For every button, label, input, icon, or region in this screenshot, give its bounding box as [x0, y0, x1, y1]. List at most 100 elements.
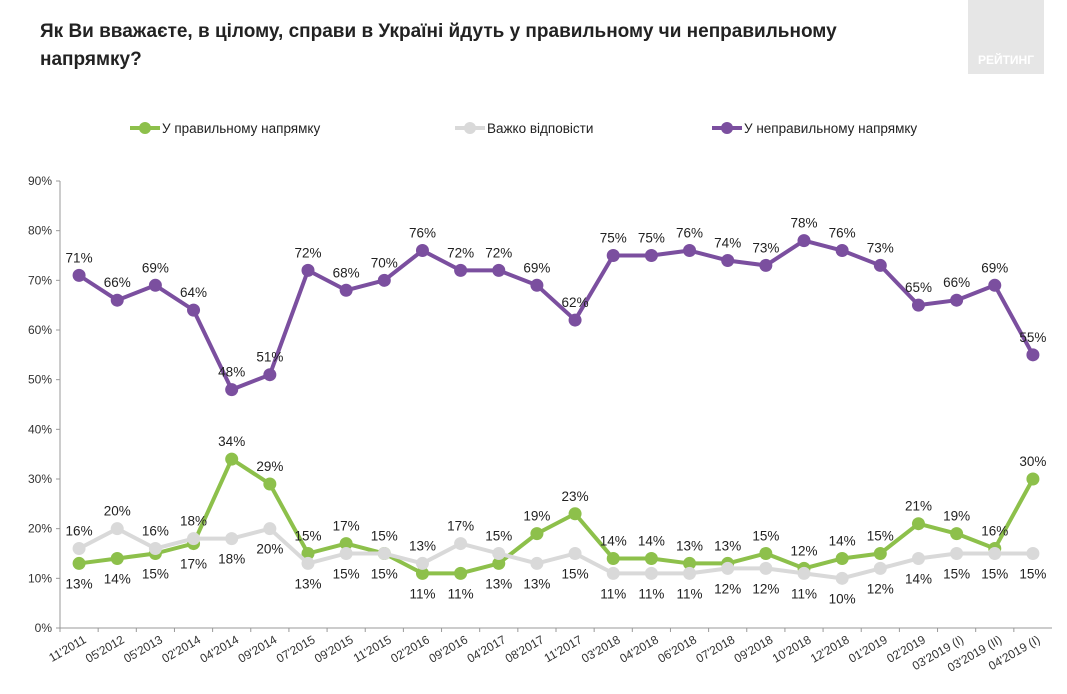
x-tick-label: 07'2015 — [274, 632, 318, 665]
data-point — [683, 566, 697, 580]
data-label: 66% — [104, 275, 131, 290]
data-point — [911, 517, 925, 531]
x-tick-label: 10'2018 — [770, 632, 814, 665]
data-point — [377, 547, 391, 560]
data-point — [873, 258, 887, 272]
data-label: 64% — [180, 285, 207, 300]
data-point — [530, 527, 544, 541]
x-tick-label: 04'2018 — [617, 632, 661, 665]
data-label: 14% — [104, 571, 131, 586]
data-label: 23% — [562, 489, 589, 504]
data-label: 21% — [905, 499, 932, 514]
data-point — [644, 249, 658, 262]
data-label: 20% — [104, 504, 131, 519]
y-tick-label: 60% — [28, 323, 52, 337]
x-tick-label: 02'2016 — [388, 632, 432, 665]
data-label: 15% — [485, 529, 512, 544]
data-point — [225, 532, 239, 546]
x-tick-label: 02'2014 — [159, 632, 203, 665]
data-point — [644, 551, 658, 565]
data-label: 78% — [790, 216, 817, 231]
data-label: 13% — [523, 576, 550, 591]
logo: РЕЙТИНГ — [978, 52, 1034, 67]
x-tick-label: 09'2016 — [426, 632, 470, 665]
data-label: 11% — [791, 586, 817, 601]
data-point — [950, 547, 964, 560]
series — [72, 452, 1040, 580]
x-tick-label: 05'2013 — [121, 632, 165, 665]
data-point — [568, 313, 582, 327]
data-label: 34% — [218, 434, 245, 449]
data-label: 12% — [752, 581, 779, 596]
x-tick-label: 11'2015 — [351, 632, 394, 665]
data-label: 15% — [943, 567, 970, 582]
data-point — [377, 273, 391, 287]
series — [72, 522, 1040, 585]
data-point — [988, 547, 1002, 560]
data-point — [415, 566, 429, 580]
data-point — [568, 507, 582, 521]
data-label: 20% — [256, 542, 283, 557]
data-label: 76% — [409, 226, 436, 241]
data-label: 72% — [294, 245, 321, 260]
data-label: 14% — [600, 533, 627, 548]
data-label: 19% — [523, 509, 550, 524]
data-label: 14% — [638, 533, 665, 548]
data-point — [301, 556, 315, 570]
data-point — [263, 477, 277, 491]
data-point — [759, 258, 773, 272]
data-point — [187, 532, 201, 546]
x-tick-label: 11'2011 — [46, 632, 88, 665]
data-label: 71% — [66, 250, 93, 265]
data-point — [606, 551, 620, 565]
data-point — [606, 249, 620, 262]
data-label: 13% — [485, 576, 512, 591]
data-point — [415, 244, 429, 258]
data-point — [835, 551, 849, 565]
data-point — [644, 566, 658, 580]
x-tick-label: 04'2017 — [465, 632, 509, 665]
data-label: 15% — [294, 529, 321, 544]
y-tick-label: 90% — [28, 174, 52, 188]
data-label: 14% — [829, 533, 856, 548]
data-point — [911, 551, 925, 565]
data-label: 66% — [943, 275, 970, 290]
y-tick-label: 10% — [28, 571, 52, 585]
data-label: 16% — [66, 524, 93, 539]
data-label: 29% — [256, 459, 283, 474]
y-tick-label: 80% — [28, 224, 52, 238]
x-tick-label: 09'2014 — [236, 632, 280, 665]
data-label: 13% — [714, 538, 741, 553]
data-point — [72, 556, 86, 570]
data-label: 15% — [142, 567, 169, 582]
data-label: 74% — [714, 235, 741, 250]
data-point — [339, 283, 353, 297]
legend-label: У неправильному напрямку — [744, 121, 917, 136]
data-point — [1026, 547, 1040, 560]
data-point — [110, 522, 124, 536]
data-label: 70% — [371, 255, 398, 270]
legend-label: Важко відповісти — [487, 121, 593, 136]
data-point — [721, 253, 735, 267]
x-tick-label: 03'2018 — [579, 632, 623, 665]
data-point — [492, 547, 506, 560]
data-point — [683, 556, 697, 570]
data-label: 75% — [600, 231, 627, 246]
data-point — [415, 556, 429, 570]
data-point — [110, 293, 124, 307]
x-tick-label: 12'2018 — [808, 632, 852, 665]
data-label: 51% — [256, 350, 283, 365]
data-point — [606, 566, 620, 580]
data-label: 15% — [981, 567, 1008, 582]
x-tick-label: 11'2017 — [542, 632, 585, 665]
y-tick-label: 30% — [28, 472, 52, 486]
x-tick-label: 09'2018 — [732, 632, 776, 665]
data-point — [683, 244, 697, 258]
data-point — [225, 452, 239, 466]
data-label: 73% — [752, 240, 779, 255]
data-label: 75% — [638, 231, 665, 246]
data-point — [835, 571, 849, 585]
x-tick-label: 09'2015 — [312, 632, 356, 665]
data-label: 17% — [180, 557, 207, 572]
